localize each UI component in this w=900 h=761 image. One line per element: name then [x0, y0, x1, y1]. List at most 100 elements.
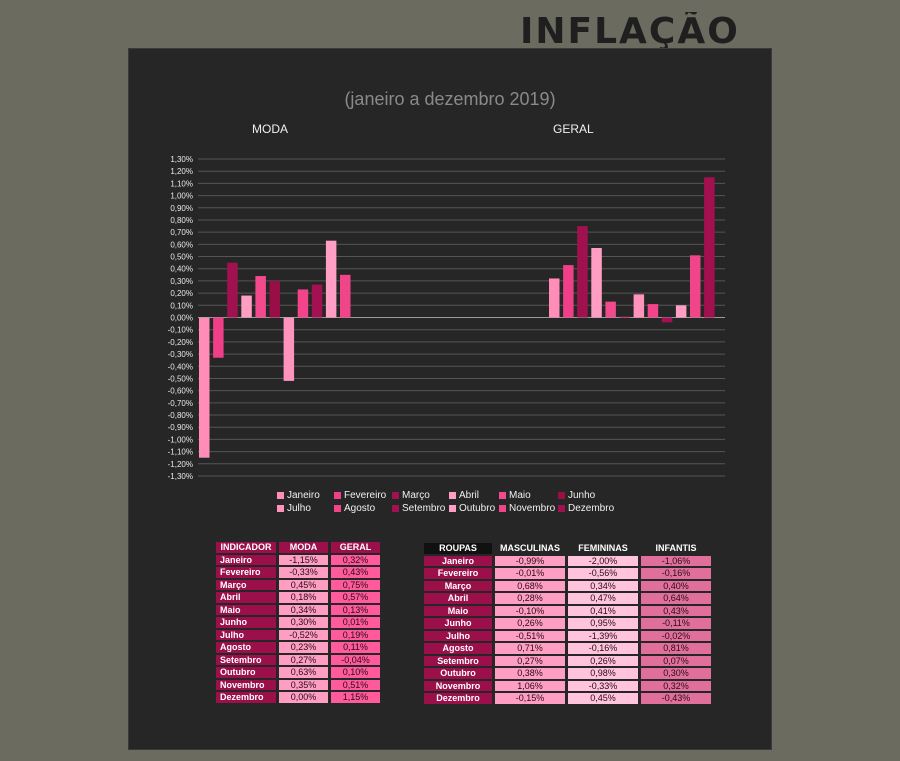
legend-item: Agosto — [334, 502, 392, 514]
value-cell: 0,30% — [641, 668, 711, 679]
value-cell: 0,81% — [641, 643, 711, 654]
value-cell: -0,56% — [568, 568, 638, 579]
bar-geral-fevereiro — [563, 265, 574, 318]
row-label: Fevereiro — [216, 567, 276, 578]
row-label: Junho — [216, 617, 276, 628]
y-tick-label: -0,50% — [168, 374, 193, 383]
value-cell: -0,43% — [641, 693, 711, 704]
table-row: Fevereiro -0,33% 0,43% — [216, 567, 380, 578]
value-cell: 0,51% — [331, 679, 380, 690]
infographic-panel: (janeiro a dezembro 2019) MODA GERAL -1,… — [128, 48, 772, 750]
legend-swatch — [277, 504, 284, 512]
legend-label: Setembro — [402, 502, 446, 514]
y-tick-label: -1,00% — [168, 435, 193, 444]
legend-swatch — [499, 491, 506, 499]
table-row: Março 0,68% 0,34% 0,40% — [424, 580, 711, 591]
value-cell: 0,43% — [641, 605, 711, 616]
value-cell: -2,00% — [568, 555, 638, 566]
value-cell: -0,52% — [279, 629, 328, 640]
table-row: Maio 0,34% 0,13% — [216, 604, 380, 615]
moda-table-header: MODA — [279, 542, 328, 553]
legend-item: Maio — [499, 489, 558, 501]
bar-geral-julho — [633, 294, 645, 318]
bar-moda-junho — [269, 280, 280, 318]
table-row: Dezembro -0,15% 0,45% -0,43% — [424, 693, 711, 704]
legend-item: Setembro — [392, 502, 449, 514]
value-cell: 0,32% — [641, 680, 711, 691]
value-cell: -0,33% — [279, 567, 328, 578]
bar-geral-janeiro — [549, 278, 560, 318]
row-label: Abril — [424, 593, 492, 604]
value-cell: 0,00% — [279, 692, 328, 703]
legend-swatch — [334, 491, 341, 499]
bar-moda-abril — [241, 295, 252, 318]
y-tick-label: -1,10% — [168, 448, 193, 457]
y-tick-label: 1,10% — [170, 179, 193, 188]
y-tick-label: 1,00% — [170, 192, 193, 201]
value-cell: 0,98% — [568, 668, 638, 679]
y-tick-label: 0,50% — [170, 253, 193, 262]
row-label: Novembro — [216, 679, 276, 690]
value-cell: -1,15% — [279, 554, 328, 565]
moda-table-header: INDICADOR — [216, 542, 276, 553]
legend-item: Janeiro — [277, 489, 334, 501]
legend-label: Novembro — [509, 502, 556, 514]
y-tick-label: -0,60% — [168, 387, 193, 396]
bar-chart: -1,30% -1,20% -1,10% -1,00% -0,90% -0,80% -0,7… — [168, 155, 725, 481]
legend-swatch — [392, 491, 399, 499]
value-cell: -0,04% — [331, 654, 380, 665]
row-label: Junho — [424, 618, 492, 629]
row-label: Novembro — [424, 680, 492, 691]
bar-moda-setembro — [311, 284, 323, 318]
legend-swatch — [334, 504, 341, 512]
group-title-geral: GERAL — [553, 122, 594, 136]
bar-moda-janeiro — [199, 317, 210, 458]
bar-geral-junho — [619, 316, 630, 318]
table-row: Junho 0,26% 0,95% -0,11% — [424, 618, 711, 629]
y-tick-label: 0,80% — [170, 216, 193, 225]
roupas-table-header: INFANTIS — [641, 543, 711, 554]
bar-geral-maio — [605, 301, 616, 318]
value-cell: 0,30% — [279, 617, 328, 628]
y-tick-label: 0,20% — [170, 289, 193, 298]
value-cell: 0,38% — [495, 668, 565, 679]
value-cell: 0,32% — [331, 554, 380, 565]
value-cell: 0,43% — [331, 567, 380, 578]
value-cell: 0,01% — [331, 617, 380, 628]
y-tick-label: 0,00% — [170, 314, 193, 323]
y-tick-label: 1,20% — [170, 167, 193, 176]
page-banner: INFLAÇÃO — [520, 12, 740, 48]
value-cell: 0,64% — [641, 593, 711, 604]
legend-label: Março — [402, 489, 430, 501]
row-label: Agosto — [216, 642, 276, 653]
chart-subtitle: (janeiro a dezembro 2019) — [344, 89, 556, 109]
legend-item: Abril — [449, 489, 499, 501]
legend-swatch — [558, 491, 565, 499]
legend-item: Julho — [277, 502, 334, 514]
row-label: Janeiro — [424, 555, 492, 566]
bar-moda-julho — [283, 317, 295, 381]
y-tick-label: -0,80% — [168, 411, 193, 420]
bar-geral-dezembro — [704, 177, 715, 318]
moda-table: INDICADOR MODA GERAL Janeiro -1,15% 0,32% Feve… — [213, 540, 383, 705]
row-label: Outubro — [216, 667, 276, 678]
bar-moda-outubro — [325, 240, 337, 318]
row-label: Setembro — [216, 654, 276, 665]
value-cell: 0,35% — [279, 679, 328, 690]
row-label: Maio — [424, 605, 492, 616]
y-tick-label: 0,60% — [170, 240, 193, 249]
table-row: Abril 0,18% 0,57% — [216, 592, 380, 603]
roupas-table-header: MASCULINAS — [495, 543, 565, 554]
value-cell: 1,06% — [495, 680, 565, 691]
row-label: Setembro — [424, 655, 492, 666]
roupas-table-header: ROUPAS — [424, 543, 492, 554]
chart-legend: Janeiro Fevereiro Março Abril Maio Junho Julho… — [277, 489, 677, 514]
legend-label: Junho — [568, 489, 596, 501]
legend-item: Dezembro — [558, 502, 628, 514]
table-row: Setembro 0,27% -0,04% — [216, 654, 380, 665]
group-title-moda: MODA — [252, 122, 288, 136]
table-row: Abril 0,28% 0,47% 0,64% — [424, 593, 711, 604]
legend-item: Outubro — [449, 502, 499, 514]
table-row: Março 0,45% 0,75% — [216, 579, 380, 590]
value-cell: 0,41% — [568, 605, 638, 616]
